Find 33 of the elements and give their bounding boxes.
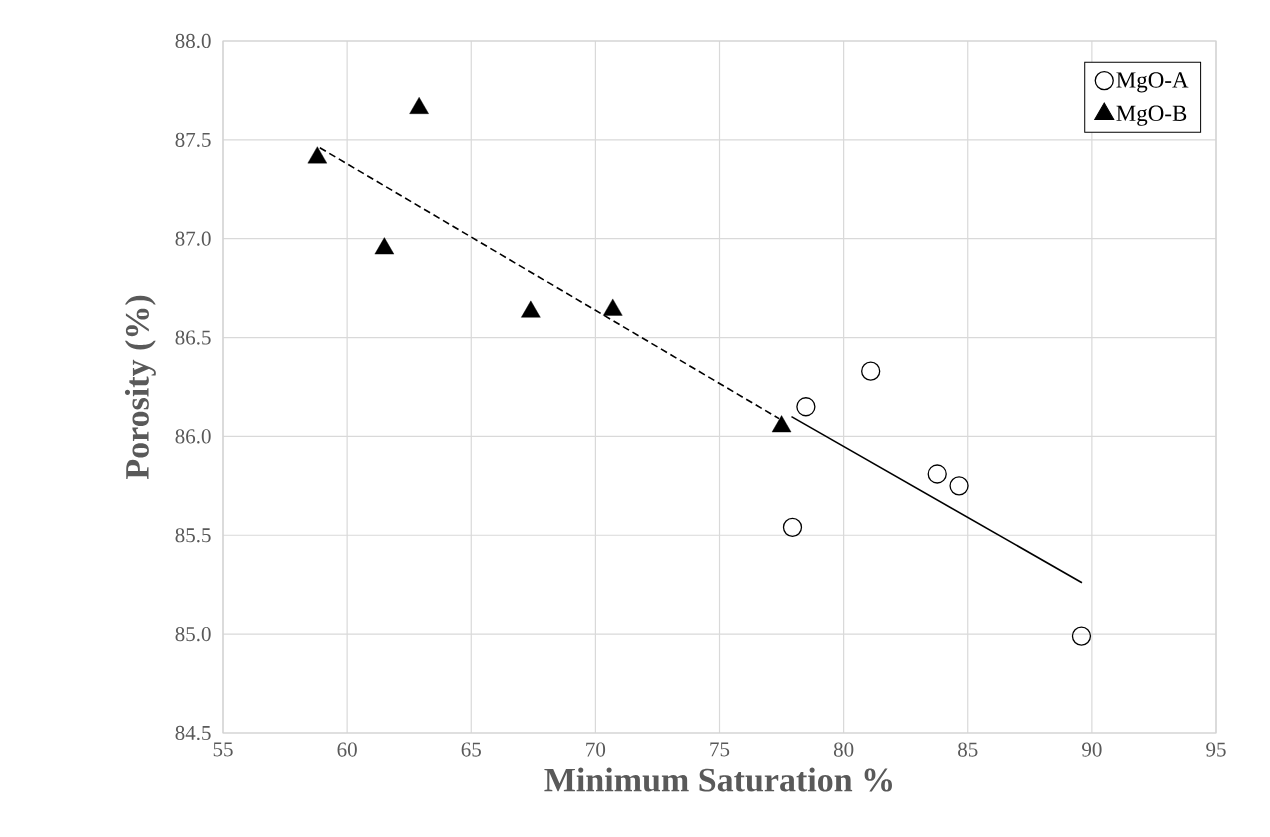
point [603,298,623,316]
point [771,415,792,433]
point [521,300,541,318]
y-tick-label: 86.5 [175,330,211,345]
x-tick-label: 85 [958,742,978,757]
x-tick-label: 75 [710,742,730,757]
point [374,237,395,255]
point [861,361,881,381]
x-tick-label: 55 [213,742,233,757]
legend-label: MgO-B [1116,105,1187,126]
y-axis-title: Porosity (%) [124,295,156,480]
x-axis-title: Minimum Saturation % [544,767,892,792]
point [1071,626,1092,646]
point [927,464,947,484]
point [409,97,429,114]
x-tick-label: 70 [586,742,606,757]
x-tick-label: 60 [337,742,357,757]
y-tick-label: 86.0 [175,429,211,444]
point [307,146,328,164]
point [782,517,803,538]
legend-label: MgO-A [1116,72,1189,93]
y-tick-label: 85.0 [175,627,211,642]
y-tick-label: 87.0 [175,231,211,246]
x-tick-label: 80 [833,742,854,757]
y-tick-label: 85.5 [175,528,211,543]
point [796,397,816,417]
x-tick-label: 95 [1206,742,1226,757]
point [949,476,969,496]
y-tick-label: 84.5 [175,725,211,741]
y-tick-label: 88.0 [175,33,211,49]
x-tick-label: 65 [461,742,481,757]
x-tick-label: 90 [1082,742,1102,757]
y-tick-label: 87.5 [175,132,211,147]
